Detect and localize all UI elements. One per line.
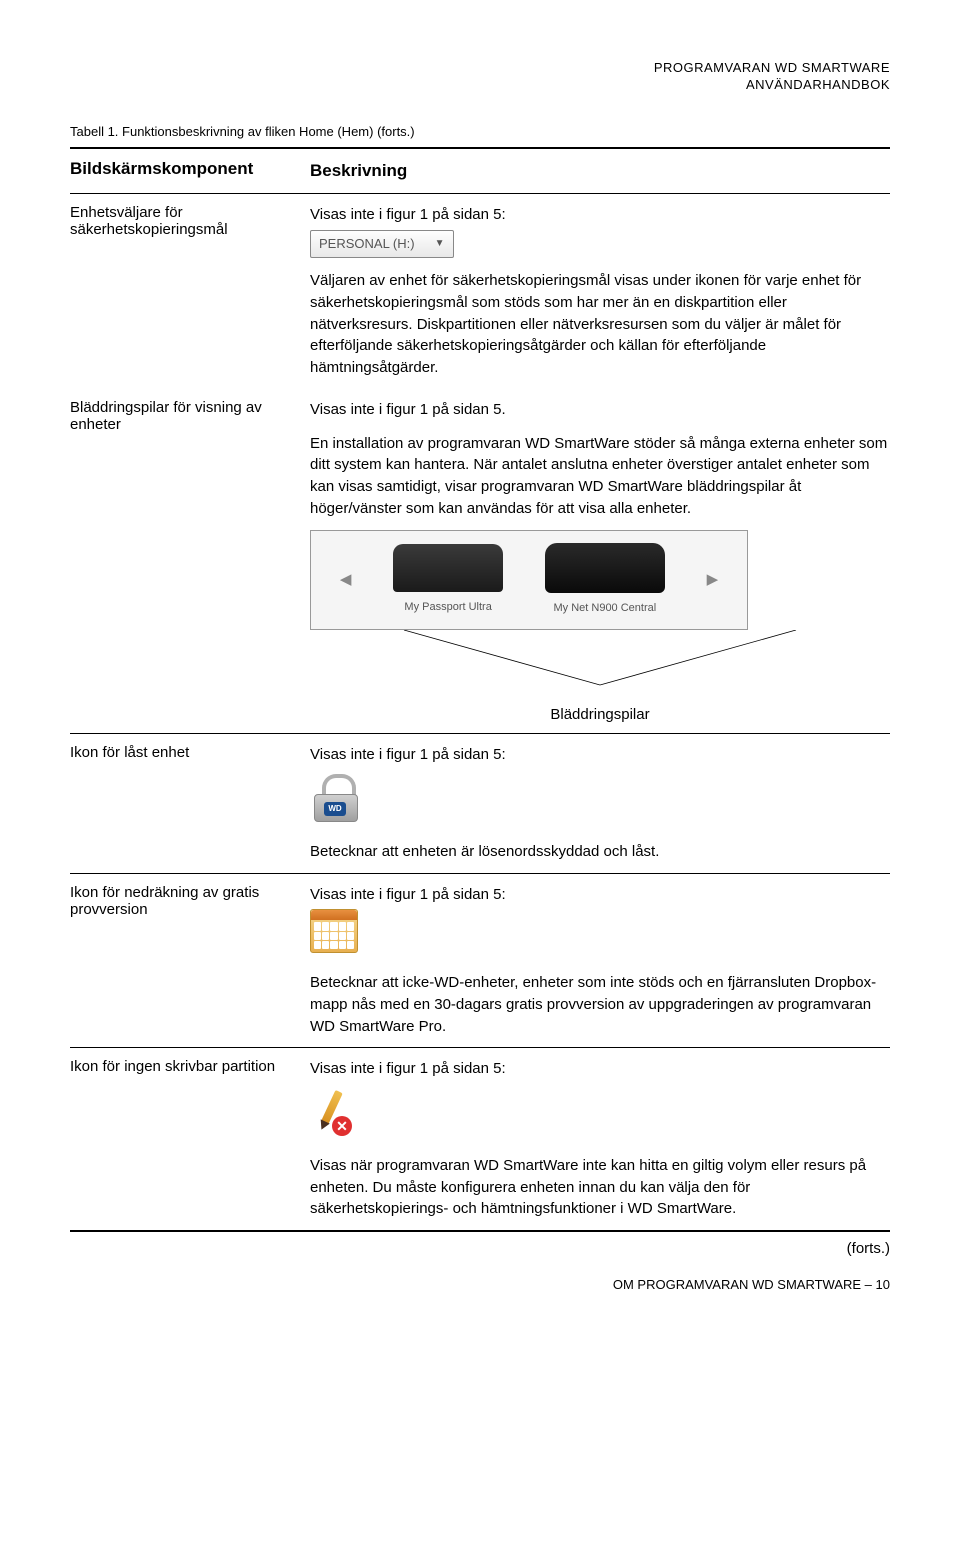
row-label-trial-icon: Ikon för nedräkning av gratis provversio… bbox=[70, 884, 310, 1038]
devices-illustration: ◀ My Passport Ultra My Net N900 Central … bbox=[310, 530, 748, 630]
table-row: Bläddringspilar för visning av enheter V… bbox=[70, 389, 890, 733]
table-continued: (forts.) bbox=[70, 1240, 890, 1257]
device-label: My Net N900 Central bbox=[553, 601, 656, 617]
header-line-1: PROGRAMVARAN WD SMARTWARE bbox=[70, 60, 890, 77]
table-row: Ikon för nedräkning av gratis provversio… bbox=[70, 874, 890, 1048]
row-label-scroll-arrows: Bläddringspilar för visning av enheter bbox=[70, 399, 310, 733]
paragraph: En installation av programvaran WD Smart… bbox=[310, 433, 890, 520]
row-desc-locked-icon: Visas inte i figur 1 på sidan 5: WD Bete… bbox=[310, 744, 890, 862]
device-label: My Passport Ultra bbox=[404, 600, 491, 616]
header-line-2: ANVÄNDARHANDBOK bbox=[70, 77, 890, 94]
router-icon bbox=[545, 543, 665, 593]
row-desc-trial-icon: Visas inte i figur 1 på sidan 5: Beteckn… bbox=[310, 884, 890, 1038]
device-item: My Passport Ultra bbox=[393, 544, 503, 616]
scroll-left-icon: ◀ bbox=[340, 569, 352, 591]
row-label-locked-icon: Ikon för låst enhet bbox=[70, 744, 310, 862]
scroll-right-icon: ▶ bbox=[707, 569, 719, 591]
row-label-device-selector: Enhetsväljare för säkerhetskopieringsmål bbox=[70, 204, 310, 379]
callout-lines bbox=[390, 630, 810, 690]
row-desc-no-partition-icon: Visas inte i figur 1 på sidan 5: ✕ Visas… bbox=[310, 1058, 890, 1220]
paragraph: Betecknar att enheten är lösenordsskydda… bbox=[310, 841, 890, 863]
device-item: My Net N900 Central bbox=[545, 543, 665, 617]
table-caption: Tabell 1. Funktionsbeskrivning av fliken… bbox=[70, 124, 890, 139]
paragraph: Väljaren av enhet för säkerhetskopiering… bbox=[310, 270, 890, 379]
page-footer: OM PROGRAMVARAN WD SMARTWARE – 10 bbox=[70, 1277, 890, 1292]
text-not-in-figure: Visas inte i figur 1 på sidan 5: bbox=[310, 1058, 890, 1080]
lock-badge-text: WD bbox=[324, 802, 346, 816]
header-cell-component: Bildskärmskomponent bbox=[70, 159, 310, 184]
table-bottom-rule bbox=[70, 1230, 890, 1232]
row-desc-device-selector: Visas inte i figur 1 på sidan 5: PERSONA… bbox=[310, 204, 890, 379]
table-header-row: Bildskärmskomponent Beskrivning bbox=[70, 149, 890, 194]
document-page: PROGRAMVARAN WD SMARTWARE ANVÄNDARHANDBO… bbox=[0, 0, 960, 1332]
text-not-in-figure: Visas inte i figur 1 på sidan 5: bbox=[310, 204, 890, 226]
paragraph: Visas när programvaran WD SmartWare inte… bbox=[310, 1155, 890, 1220]
pencil-no-write-icon: ✕ bbox=[310, 1086, 360, 1136]
table-row: Ikon för låst enhet Visas inte i figur 1… bbox=[70, 734, 890, 872]
table-row: Enhetsväljare för säkerhetskopieringsmål… bbox=[70, 194, 890, 389]
text-not-in-figure: Visas inte i figur 1 på sidan 5: bbox=[310, 884, 890, 906]
lock-icon: WD bbox=[310, 772, 360, 822]
row-label-no-partition-icon: Ikon för ingen skrivbar partition bbox=[70, 1058, 310, 1220]
table-row: Ikon för ingen skrivbar partition Visas … bbox=[70, 1048, 890, 1230]
text-not-in-figure: Visas inte i figur 1 på sidan 5. bbox=[310, 399, 890, 421]
dropdown-text: PERSONAL (H:) bbox=[319, 235, 415, 254]
dropdown-illustration: PERSONAL (H:) ▼ bbox=[310, 230, 454, 258]
text-not-in-figure: Visas inte i figur 1 på sidan 5: bbox=[310, 744, 890, 766]
header-cell-description: Beskrivning bbox=[310, 159, 890, 184]
arrows-callout-label: Bläddringspilar bbox=[310, 704, 890, 726]
row-desc-scroll-arrows: Visas inte i figur 1 på sidan 5. En inst… bbox=[310, 399, 890, 733]
error-x-icon: ✕ bbox=[332, 1116, 352, 1136]
document-header: PROGRAMVARAN WD SMARTWARE ANVÄNDARHANDBO… bbox=[70, 60, 890, 94]
calendar-icon bbox=[310, 909, 358, 953]
chevron-down-icon: ▼ bbox=[435, 237, 445, 252]
paragraph: Betecknar att icke-WD-enheter, enheter s… bbox=[310, 972, 890, 1037]
passport-icon bbox=[393, 544, 503, 592]
